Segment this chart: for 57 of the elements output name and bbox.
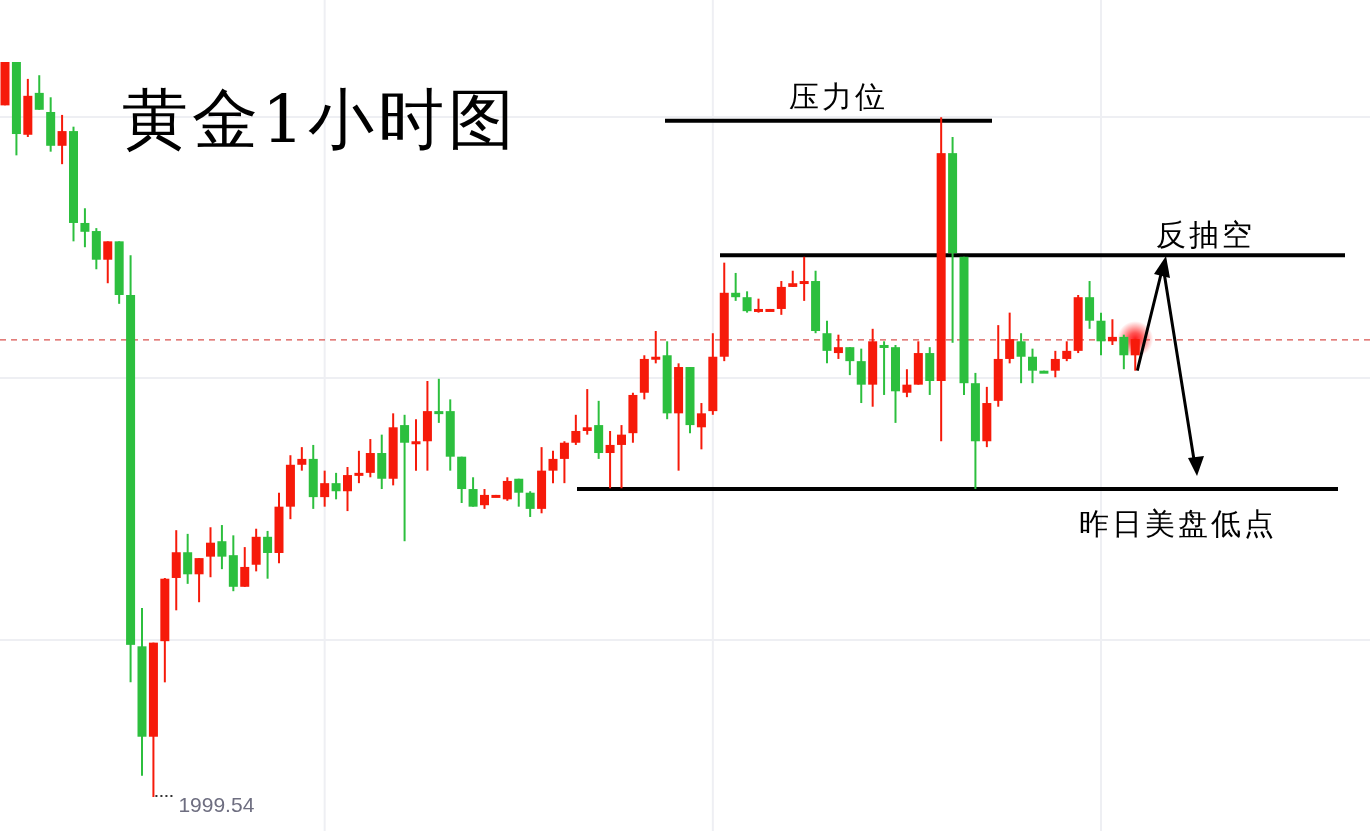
candlestick: [799, 255, 809, 302]
candlestick: [57, 113, 67, 166]
ref-line-label: 压力位: [788, 78, 888, 114]
candlestick: [1050, 349, 1060, 379]
candlestick: [1005, 311, 1015, 365]
candlestick: [1107, 318, 1117, 346]
candlestick: [1096, 311, 1106, 357]
candlestick: [856, 347, 866, 405]
candlestick: [1016, 332, 1026, 385]
candlestick: [696, 402, 706, 451]
candlestick: [400, 413, 410, 543]
candlestick: [331, 471, 341, 501]
candlestick: [617, 424, 626, 490]
candlestick: [822, 319, 832, 365]
candlestick: [217, 524, 227, 571]
candlestick: [1028, 347, 1037, 385]
candlestick: [320, 469, 330, 508]
candlestick: [34, 74, 44, 111]
candlestick: [1062, 340, 1072, 363]
candlestick: [582, 388, 592, 436]
candlestick: [183, 532, 193, 585]
candlestick: [502, 476, 512, 502]
candlestick: [468, 476, 478, 508]
candlestick: [297, 446, 307, 472]
candlestick: [240, 546, 250, 588]
candlestick: [194, 557, 204, 604]
chart-title: 黄金1小时图: [122, 81, 518, 158]
legend-label: 昨日美盘低点: [1079, 506, 1277, 542]
candlestick: [354, 449, 364, 485]
candlestick: [263, 529, 273, 580]
candlestick: [1130, 338, 1140, 372]
candlestick: [411, 418, 421, 472]
candlestick: [879, 340, 889, 396]
candlestick: [731, 271, 741, 302]
candlestick: [525, 490, 535, 518]
candlestick: [514, 477, 524, 508]
candlestick: [833, 333, 843, 360]
candlestick: [1085, 280, 1095, 330]
candlestick: [845, 346, 855, 377]
ref-line-label: 反抽空: [1155, 217, 1255, 253]
candlestick: [776, 280, 786, 316]
candlestick: [103, 240, 113, 285]
candlestick: [548, 449, 558, 485]
candlestick: [902, 368, 912, 399]
candlestick: [80, 207, 90, 249]
candlestick: [1119, 333, 1129, 371]
candlestick: [742, 290, 752, 314]
candlestick: [559, 440, 569, 485]
candlestick: [365, 438, 375, 479]
candlestick: [605, 429, 615, 490]
candlestick: [343, 465, 352, 513]
candlestick: [206, 526, 215, 579]
candlestick: [434, 377, 444, 424]
candlestick: [651, 330, 661, 365]
annotation: 1999.54: [178, 793, 255, 816]
candlestick: [480, 488, 489, 510]
candlestick: [571, 413, 581, 446]
